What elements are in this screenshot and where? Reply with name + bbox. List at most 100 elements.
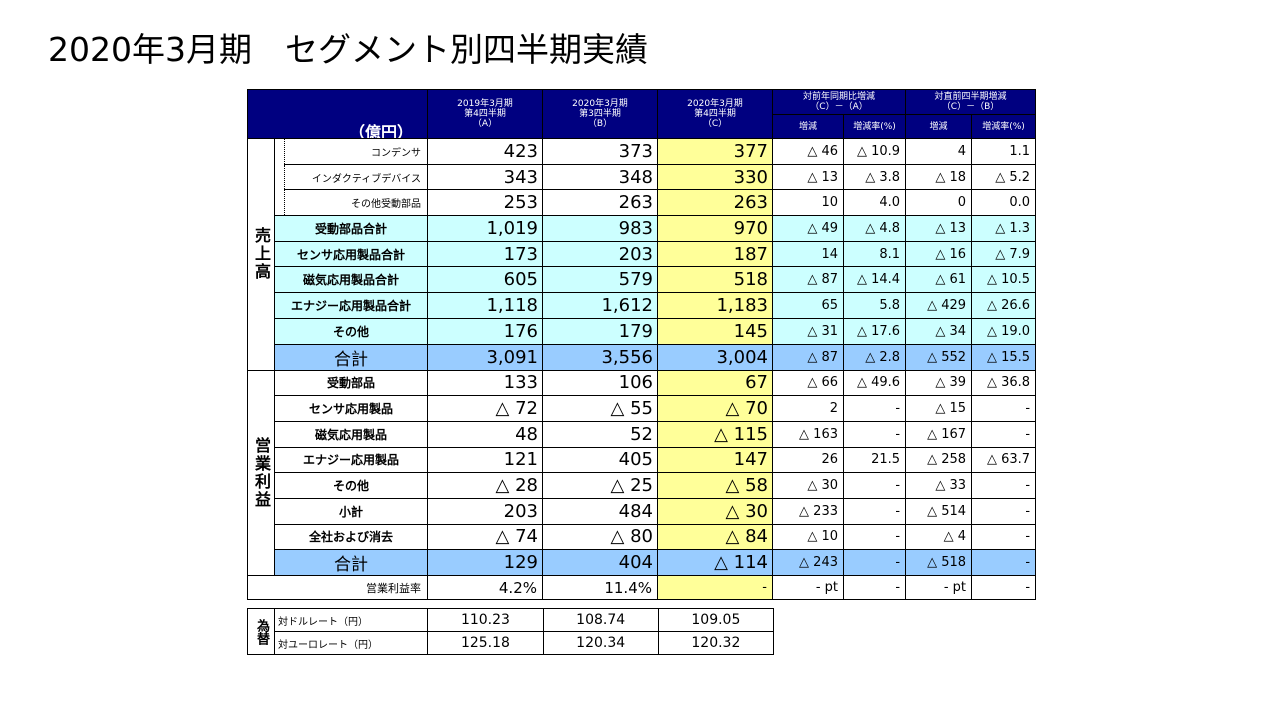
yoy-diff: 10 [772,189,844,217]
yoy-diff: △ 233 [772,497,844,525]
value-b: 348 [542,163,658,191]
yoy-diff: △ 30 [772,472,844,499]
qoq-rate: - [971,472,1037,499]
value-a: 129 [427,549,543,577]
yoy-rate: - [842,420,907,448]
table-row: その他受動部品 253 263 263 10 4.0 0 0.0 [248,189,1037,217]
row-label: 受動部品合計 [274,215,428,242]
sales-label: 売上高 [247,138,275,371]
yoy-rate: 4.0 [842,189,907,217]
value-b: △ 55 [542,395,658,422]
value-b: 405 [542,446,658,474]
qoq-rate-header: 増減率(%) [971,114,1037,139]
qoq-rate: △ 1.3 [971,215,1037,242]
qoq-rate: △ 63.7 [971,446,1037,474]
yoy-rate: △ 3.8 [842,163,907,191]
row-label: その他受動部品 [284,189,428,217]
value-b: 52 [542,420,658,448]
qoq-rate: △ 7.9 [971,240,1037,268]
yoy-diff: 26 [772,446,844,474]
table-row: エナジー応用製品 121 405 147 26 21.5 △ 258 △ 63.7 [248,446,1037,474]
table-row: 合計 3,091 3,556 3,004 △ 87 △ 2.8 △ 552 △ 15.5 [248,343,1037,371]
qoq-diff: △ 429 [905,292,973,319]
table-row: 為替 対ドルレート（円） 110.23 108.74 109.05 [246,608,775,655]
qoq-rate: △ 5.2 [971,163,1037,191]
col-header-c: 2020年3月期 第4四半期 （C） [657,89,773,139]
yoy-rate: 8.1 [842,240,907,268]
row-label: インダクティブデバイス [284,163,428,191]
value-c: 3,004 [657,343,773,371]
table-row: インダクティブデバイス 343 348 330 △ 13 △ 3.8 △ 18 △ 5.2 [248,163,1037,191]
qoq-rate: △ 10.5 [971,266,1037,294]
col-header-yoy: 対前年同期比増減 （C）－（A） [771,89,907,115]
value-a: 133 [427,369,543,397]
fx-label: 為替 [246,608,276,655]
table-row: その他 △ 28 △ 25 △ 58 △ 30- △ 33- [248,472,1037,499]
value-c: 187 [657,240,773,268]
qoq-line2: （C）－（B） [941,102,1000,112]
qoq-rate: - [971,575,1037,601]
row-label: 対ドルレート（円） [274,608,429,632]
qoq-diff-header: 増減 [905,114,973,139]
qoq-diff: △ 13 [905,215,973,242]
row-label: 磁気応用製品 [274,420,428,448]
yoy-diff: △ 66 [772,369,844,397]
value-a: 176 [427,317,543,345]
yoy-diff: 65 [772,292,844,319]
value-a: △ 74 [427,523,543,551]
value-a: 121 [427,446,543,474]
value-b: 263 [542,189,658,217]
yoy-rate: - [842,575,907,601]
table-row: 磁気応用製品合計 605 579 518 △ 87 △ 14.4 △ 61 △ 10.5 [248,266,1037,294]
yoy-diff: - pt [772,575,844,601]
col-header-a: 2019年3月期 第4四半期 （A） [427,89,543,139]
table-row: その他 176 179 145 △ 31 △ 17.6 △ 34 △ 19.0 [248,317,1037,345]
value-b: 983 [542,215,658,242]
col-a-line3: （A） [472,119,498,129]
yoy-diff: △ 10 [772,523,844,551]
qoq-diff: △ 33 [905,472,973,499]
yoy-diff: △ 163 [772,420,844,448]
yoy-diff: △ 13 [772,163,844,191]
row-label: エナジー応用製品 [274,446,428,474]
col-c-line2: 第4四半期 [694,109,736,119]
value-b: 120.34 [542,631,659,655]
value-b: 203 [542,240,658,268]
row-label: その他 [274,317,428,345]
qoq-diff: △ 16 [905,240,973,268]
value-c: 120.32 [657,631,775,655]
qoq-diff: △ 258 [905,446,973,474]
yoy-diff: △ 49 [772,215,844,242]
value-c: 377 [657,138,773,165]
yoy-line1: 対前年同期比増減 [803,92,876,102]
page-title: 2020年3月期 セグメント別四半期実績 [48,30,648,69]
qoq-diff: △ 15 [905,395,973,422]
value-a: 173 [427,240,543,268]
value-c: 147 [657,446,773,474]
value-c: 263 [657,189,773,217]
table-row: 受動部品合計 1,019 983 970 △ 49 △ 4.8 △ 13 △ 1.3 [248,215,1037,242]
row-label: 営業利益率 [247,575,428,601]
profit-label: 営業利益 [247,369,275,577]
table-row: エナジー応用製品合計 1,118 1,612 1,183 65 5.8 △ 429 △ 26.… [248,292,1037,319]
qoq-line1: 対直前四半期増減 [934,92,1007,102]
qoq-diff: 0 [905,189,973,217]
row-label: センサ応用製品 [274,395,428,422]
value-b: 404 [542,549,658,577]
yoy-rate: 21.5 [842,446,907,474]
qoq-diff: 4 [905,138,973,165]
row-label: エナジー応用製品合計 [274,292,428,319]
value-a: 110.23 [427,608,544,632]
yoy-rate: △ 10.9 [842,138,907,165]
yoy-rate: △ 49.6 [842,369,907,397]
value-c: △ 30 [657,497,773,525]
value-b: 3,556 [542,343,658,371]
yoy-rate: - [842,395,907,422]
row-label: センサ応用製品合計 [274,240,428,268]
value-a: 1,118 [427,292,543,319]
yoy-rate: △ 14.4 [842,266,907,294]
qoq-rate: - [971,395,1037,422]
value-b: 179 [542,317,658,345]
value-c: 67 [657,369,773,397]
yoy-rate: - [842,472,907,499]
